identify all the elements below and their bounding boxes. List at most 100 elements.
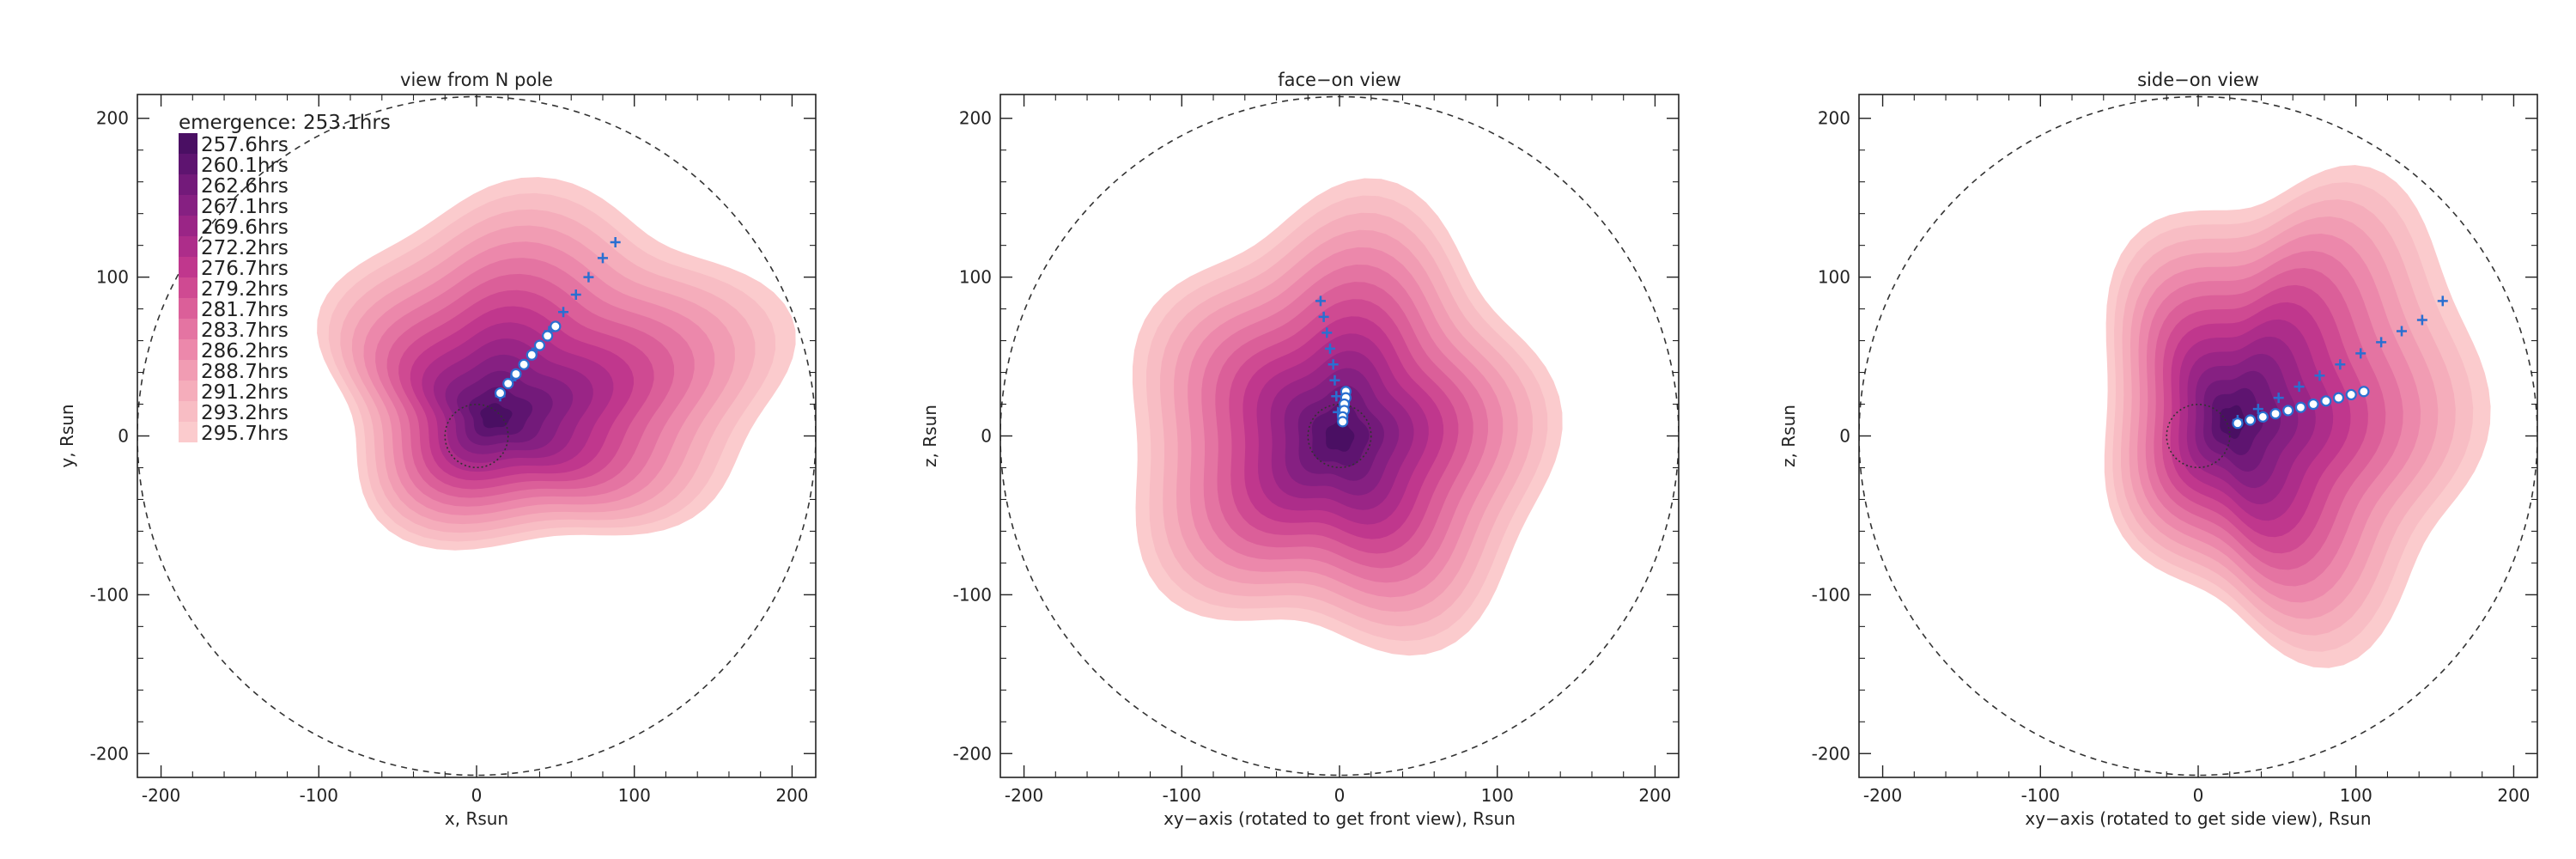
legend-label-6: 272.2hrs: [201, 237, 289, 259]
y-tick-label: 100: [1818, 267, 1850, 288]
track-circle-3: [2269, 408, 2281, 420]
x-axis-label: xy−axis (rotated to get side view), Rsun: [2025, 808, 2371, 829]
track-cross-7: [583, 271, 594, 283]
x-tick-label: 100: [618, 785, 651, 806]
track-cross-1: [2252, 404, 2263, 415]
track-circle-6: [2307, 398, 2319, 411]
track-circle-7: [2320, 395, 2332, 407]
track-cross-8: [597, 253, 608, 264]
track-circle-5: [2294, 401, 2307, 413]
legend-header: emergence: 253.1hrs: [179, 112, 391, 134]
y-axis-label: z, Rsun: [920, 405, 940, 467]
panel-title: face−on view: [1278, 70, 1401, 90]
track-circle-3: [518, 358, 530, 370]
legend-swatch-15: [179, 422, 197, 442]
x-tick-label: 200: [775, 785, 808, 806]
legend-label-14: 293.2hrs: [201, 402, 289, 424]
y-axis-label: z, Rsun: [1778, 405, 1799, 467]
track-circle-6: [542, 330, 554, 342]
y-tick-label: 200: [959, 108, 992, 129]
track-cross-5: [558, 307, 569, 318]
track-circle-9: [2345, 388, 2357, 401]
track-cross-9: [610, 236, 621, 247]
x-tick-label: 0: [1334, 785, 1346, 806]
legend-swatch-1: [179, 133, 197, 154]
legend-label-7: 276.7hrs: [201, 258, 289, 280]
panel-face: -200 -200 -100 -100 0 0 100 100 200 200 face−on vi…: [920, 70, 1680, 829]
panel-north: -200 -200 -100 -100 0 0 100 100 200 200 view from …: [57, 70, 817, 829]
x-tick-label: -200: [1863, 785, 1902, 806]
track-circle-10: [2358, 386, 2370, 398]
y-tick-label: -100: [90, 584, 129, 605]
track-circle-2: [510, 368, 522, 380]
y-tick-label: -100: [1812, 584, 1850, 605]
sun-circle: [1307, 403, 1372, 469]
y-tick-label: -200: [1812, 743, 1850, 764]
plot-area: [1859, 95, 2537, 777]
legend-swatch-11: [179, 339, 197, 360]
legend-swatch-13: [179, 381, 197, 401]
track-cross-7: [2376, 337, 2387, 348]
x-tick-label: 200: [2497, 785, 2530, 806]
sun-circle: [2166, 403, 2231, 469]
track-circle-4: [526, 349, 538, 361]
track-circle-2: [2257, 411, 2269, 423]
track-cross-6: [2355, 348, 2366, 359]
track-cross-10: [2437, 295, 2448, 307]
y-tick-label: -200: [90, 743, 129, 764]
plot-area: [1000, 95, 1679, 777]
legend-swatch-3: [179, 174, 197, 195]
y-tick-label: -200: [953, 743, 992, 764]
legend-swatch-8: [179, 277, 197, 298]
y-tick-label: 100: [96, 267, 129, 288]
legend-label-2: 260.1hrs: [201, 155, 289, 177]
y-tick-label: 0: [118, 426, 129, 447]
track-cross-2: [1321, 327, 1333, 338]
x-tick-label: -100: [300, 785, 338, 806]
legend-swatch-9: [179, 298, 197, 319]
track-cross-0: [1315, 295, 1326, 307]
track-cross-9: [2416, 314, 2427, 326]
track-circle-0: [494, 387, 507, 399]
legend-label-11: 286.2hrs: [201, 340, 289, 362]
x-tick-label: 100: [2340, 785, 2372, 806]
panel-title: view from N pole: [400, 70, 553, 90]
plot-area: [137, 95, 816, 777]
x-tick-label: -200: [1005, 785, 1043, 806]
legend-swatch-2: [179, 154, 197, 174]
track-circle-1: [502, 377, 514, 390]
track-cross-4: [2314, 370, 2325, 381]
legend-label-15: 295.7hrs: [201, 423, 289, 445]
legend: emergence: 253.1hrs257.6hrs260.1hrs262.6…: [179, 112, 391, 445]
sun-circle: [444, 403, 509, 469]
track-cross-1: [1318, 311, 1329, 322]
track-cross-8: [2397, 326, 2407, 337]
legend-label-9: 281.7hrs: [201, 299, 289, 321]
contour-level-1: [480, 403, 513, 429]
x-tick-label: -100: [2021, 785, 2060, 806]
x-tick-label: -100: [1163, 785, 1201, 806]
track-cross-3: [1324, 343, 1335, 354]
x-tick-label: 0: [471, 785, 483, 806]
track-cross-6: [570, 289, 581, 300]
legend-label-13: 291.2hrs: [201, 381, 289, 404]
track-circle-0: [2232, 417, 2244, 430]
legend-swatch-10: [179, 319, 197, 339]
track-circle-4: [2282, 405, 2294, 417]
y-tick-label: 200: [1818, 108, 1850, 129]
y-tick-label: 0: [981, 426, 992, 447]
track-cross-3: [2293, 381, 2305, 393]
track-circle-7: [550, 320, 562, 332]
panel-title: side−on view: [2137, 70, 2259, 90]
legend-label-10: 283.7hrs: [201, 320, 289, 342]
y-tick-label: 100: [959, 267, 992, 288]
legend-label-12: 288.7hrs: [201, 361, 289, 383]
track-circle-1: [2245, 414, 2257, 426]
legend-swatch-12: [179, 360, 197, 381]
x-tick-label: 100: [1481, 785, 1514, 806]
x-tick-label: 0: [2193, 785, 2204, 806]
x-tick-label: -200: [142, 785, 180, 806]
legend-swatch-5: [179, 216, 197, 236]
legend-swatch-6: [179, 236, 197, 257]
